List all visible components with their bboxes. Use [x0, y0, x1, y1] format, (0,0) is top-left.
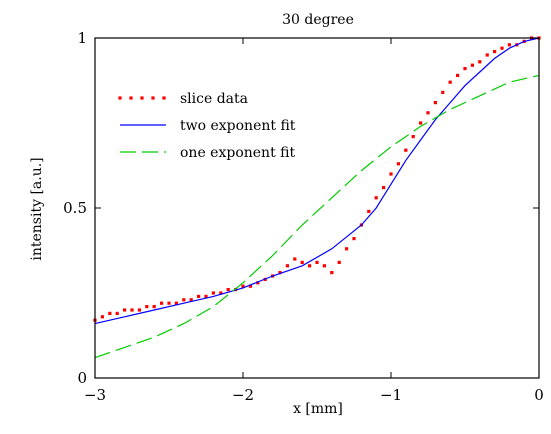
- legend-marker: [140, 96, 144, 100]
- data-point: [322, 264, 326, 268]
- data-point: [411, 135, 415, 139]
- y-tick-label: 0: [77, 369, 87, 387]
- legend-label: two exponent fit: [180, 118, 296, 134]
- data-point: [226, 288, 230, 292]
- data-point: [174, 301, 178, 305]
- x-tick-label: −1: [380, 386, 402, 404]
- data-point: [396, 162, 400, 166]
- data-point: [448, 80, 452, 84]
- data-point: [308, 264, 312, 268]
- y-tick-label: 0.5: [63, 199, 87, 217]
- data-point: [507, 43, 511, 47]
- data-point: [189, 298, 193, 302]
- data-point: [463, 67, 467, 71]
- data-point: [285, 264, 289, 268]
- data-point: [219, 291, 223, 295]
- data-point: [470, 63, 474, 67]
- legend: slice data two exponent fit one exponent f…: [118, 91, 296, 161]
- plot-frame: [94, 37, 540, 379]
- data-point: [404, 148, 408, 152]
- data-point: [456, 73, 460, 77]
- data-point: [108, 311, 112, 315]
- data-point: [500, 46, 504, 50]
- data-point: [419, 121, 423, 125]
- data-point: [478, 60, 482, 64]
- data-point: [352, 237, 356, 241]
- data-point: [374, 196, 378, 200]
- legend-marker: [151, 96, 155, 100]
- data-point: [345, 247, 349, 251]
- data-point: [382, 186, 386, 190]
- legend-label: slice data: [180, 91, 248, 107]
- data-point: [115, 311, 119, 315]
- data-point: [337, 260, 341, 264]
- data-point: [130, 308, 134, 312]
- data-point: [278, 271, 282, 275]
- legend-label: one exponent fit: [180, 145, 295, 161]
- data-point: [433, 101, 437, 105]
- data-point: [123, 308, 127, 312]
- data-point: [485, 53, 489, 57]
- data-point: [211, 291, 215, 295]
- y-tick-label: 1: [77, 29, 87, 47]
- data-point: [100, 315, 104, 319]
- data-point: [293, 257, 297, 261]
- legend-marker: [129, 96, 133, 100]
- legend-marker: [162, 96, 166, 100]
- x-axis-label: x [mm]: [293, 401, 343, 417]
- data-point: [315, 260, 319, 264]
- data-point: [300, 260, 304, 264]
- x-tick-label: 0: [534, 386, 544, 404]
- data-point: [389, 172, 393, 176]
- data-point: [367, 209, 371, 213]
- series-line-1: [94, 37, 540, 325]
- legend-marker: [118, 96, 122, 100]
- data-point: [330, 271, 334, 275]
- series-line-2: [94, 74, 540, 359]
- data-point: [493, 50, 497, 54]
- chart-title: 30 degree: [282, 12, 354, 28]
- ticks-layer: −3 −2 −1 0 0 0.5 1: [63, 29, 544, 404]
- data-point: [256, 281, 260, 285]
- data-point: [241, 284, 245, 288]
- series-slice-data: [93, 36, 541, 322]
- x-tick-label: −2: [232, 386, 254, 404]
- data-point: [137, 308, 141, 312]
- data-point: [152, 305, 156, 309]
- data-point: [197, 294, 201, 298]
- data-point: [167, 301, 171, 305]
- data-point: [182, 298, 186, 302]
- data-point: [160, 301, 164, 305]
- x-tick-label: −3: [84, 386, 106, 404]
- data-point: [204, 294, 208, 298]
- data-point: [248, 284, 252, 288]
- data-point: [441, 90, 445, 94]
- y-axis-label: intensity [a.u.]: [29, 157, 45, 260]
- data-point: [145, 305, 149, 309]
- series-layer: [93, 36, 541, 359]
- data-point: [426, 111, 430, 115]
